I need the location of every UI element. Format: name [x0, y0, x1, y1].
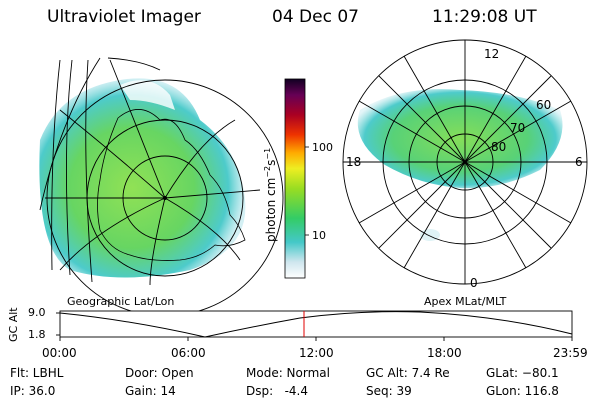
mlt-label-0: 0 — [470, 276, 478, 290]
info-seq: Seq: 39 — [366, 384, 412, 398]
mlt-label-6: 6 — [575, 155, 583, 169]
colorbar-tick-100: 100 — [312, 141, 333, 154]
info-mode: Mode: Normal — [246, 366, 330, 380]
info-dsp: Dsp: -4.4 — [246, 384, 309, 398]
mlat-label-60: 60 — [536, 98, 552, 112]
colorbar-unit-label: photon cm−2s−1 — [263, 147, 278, 242]
apex-panel-title: Apex MLat/MLT — [424, 295, 507, 308]
apex-polar-plot — [342, 39, 588, 285]
time-label: 11:29:08 UT — [432, 7, 537, 27]
instrument-title: Ultraviolet Imager — [47, 7, 201, 27]
info-gain: Gain: 14 — [125, 384, 176, 398]
alt-xtick-1200: 12:00 — [299, 346, 334, 360]
mlat-label-80: 80 — [491, 140, 507, 154]
altitude-curve — [59, 311, 573, 338]
info-glon: GLon: 116.8 — [486, 384, 559, 398]
altitude-plot — [56, 310, 573, 341]
alt-ylabel: GC Alt — [7, 307, 20, 342]
mlt-label-12: 12 — [484, 47, 500, 61]
date-label: 04 Dec 07 — [272, 7, 359, 27]
info-glat: GLat: −80.1 — [486, 366, 559, 380]
geographic-image — [39, 57, 284, 317]
alt-ytick-low: 1.8 — [28, 328, 46, 341]
info-filter: Flt: LBHL — [10, 366, 64, 380]
aurora-oval-apex — [357, 89, 563, 189]
colorbar — [284, 78, 309, 279]
alt-xtick-2359: 23:59 — [553, 346, 588, 360]
alt-xtick-0000: 00:00 — [42, 346, 77, 360]
info-gc-alt: GC Alt: 7.4 Re — [366, 366, 450, 380]
info-ip: IP: 36.0 — [10, 384, 56, 398]
info-door: Door: Open — [125, 366, 194, 380]
colorbar-tick-10: 10 — [312, 229, 326, 242]
alt-ytick-high: 9.0 — [28, 306, 46, 319]
geo-panel-title: Geographic Lat/Lon — [67, 295, 175, 308]
alt-xtick-0600: 06:00 — [171, 346, 206, 360]
alt-xtick-1800: 18:00 — [427, 346, 462, 360]
mlat-label-70: 70 — [510, 121, 526, 135]
mlt-label-18: 18 — [346, 155, 362, 169]
